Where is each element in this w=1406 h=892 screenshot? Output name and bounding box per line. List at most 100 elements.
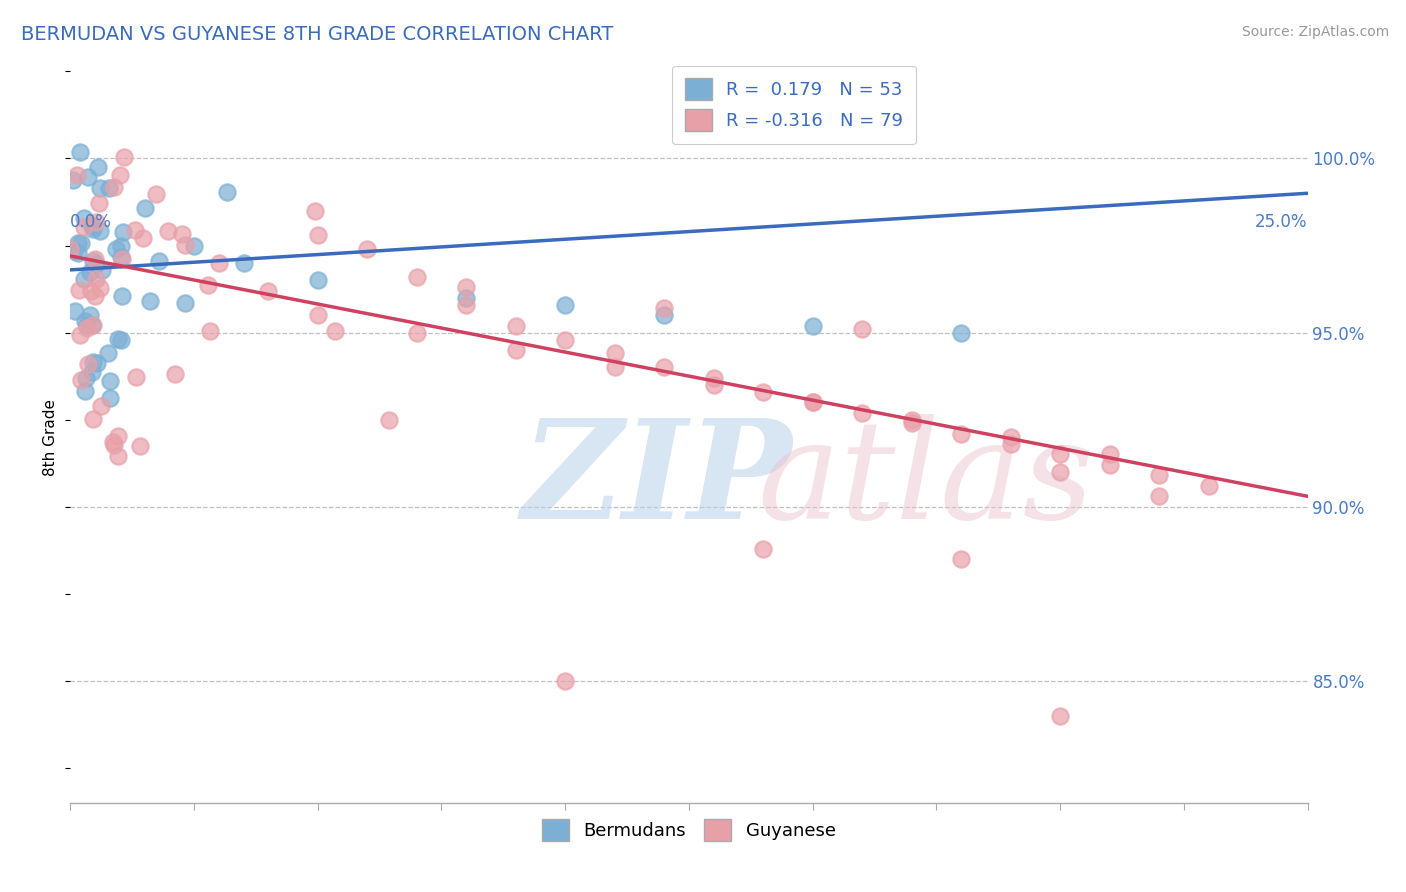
Point [257,284,280,298]
Point [72,272,94,286]
Point [200,325,222,339]
Legend: Bermudans, Guyanese: Bermudans, Guyanese [534,812,844,848]
Point [1147,468,1170,483]
Point [1198,479,1220,493]
Point [1098,458,1121,472]
Point [108,168,131,182]
Point [139,293,162,308]
Point [66,236,89,251]
Point [950,552,973,566]
Point [304,203,326,218]
Point [80,284,103,298]
Point [356,242,378,256]
Point [851,406,873,420]
Point [173,237,195,252]
Point [703,377,725,392]
Point [129,440,152,454]
Point [89,400,111,414]
Point [76,320,98,334]
Text: ZIP: ZIP [522,414,793,548]
Point [107,450,129,464]
Point [82,219,104,233]
Point [1049,448,1071,462]
Point [63,304,86,318]
Point [63,244,86,259]
Point [112,225,135,239]
Point [82,219,104,234]
Point [307,273,329,287]
Point [98,374,121,388]
Point [89,181,111,195]
Point [652,360,675,375]
Point [73,211,96,226]
Point [110,239,132,253]
Point [405,269,427,284]
Point [554,673,576,688]
Point [307,308,329,322]
Point [652,301,675,316]
Point [98,391,121,405]
Point [77,357,100,371]
Point [89,196,111,211]
Point [505,318,527,333]
Point [1049,708,1071,723]
Point [170,227,193,242]
Point [183,238,205,252]
Point [554,298,576,312]
Point [156,224,179,238]
Text: 0.0%: 0.0% [70,213,112,231]
Point [603,346,626,360]
Point [173,296,195,310]
Point [456,291,478,305]
Point [145,187,167,202]
Point [1000,430,1022,444]
Point [67,283,90,297]
Point [554,333,576,347]
Point [84,214,107,228]
Point [456,280,478,294]
Point [132,230,155,244]
Point [83,252,105,266]
Point [378,413,401,427]
Point [89,224,111,238]
Text: atlas: atlas [756,414,1094,548]
Point [59,242,82,256]
Point [110,250,132,264]
Point [900,412,922,426]
Point [84,257,107,271]
Point [652,308,675,322]
Point [112,150,135,164]
Point [197,278,219,293]
Point [124,223,146,237]
Point [1098,448,1121,462]
Text: 25.0%: 25.0% [1256,213,1308,231]
Point [456,298,478,312]
Point [111,289,134,303]
Point [87,160,110,174]
Point [69,235,91,250]
Point [75,384,97,399]
Text: Source: ZipAtlas.com: Source: ZipAtlas.com [1241,25,1389,39]
Point [603,360,626,375]
Y-axis label: 8th Grade: 8th Grade [44,399,59,475]
Point [75,314,97,328]
Point [148,254,170,268]
Point [703,371,725,385]
Point [69,145,91,159]
Point [505,343,527,357]
Point [80,318,103,332]
Point [752,384,775,399]
Point [323,324,346,338]
Point [77,170,100,185]
Point [76,318,98,332]
Point [107,332,129,346]
Point [82,253,104,268]
Point [752,541,775,556]
Point [1049,465,1071,479]
Point [101,435,124,450]
Point [103,438,125,452]
Point [215,185,238,199]
Point [82,222,104,236]
Point [75,371,97,385]
Point [105,242,128,256]
